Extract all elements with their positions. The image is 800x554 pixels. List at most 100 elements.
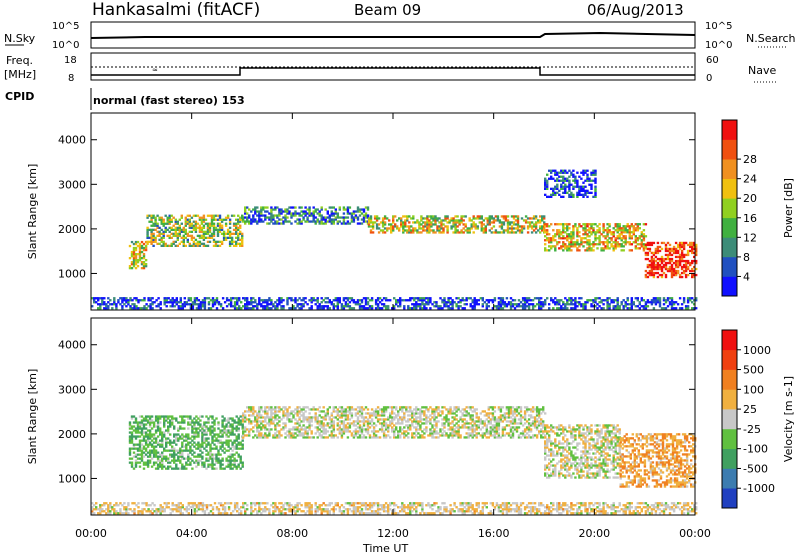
echo-cell [556, 506, 559, 509]
echo-cell [401, 502, 404, 505]
echo-cell [179, 447, 182, 450]
echo-cell [278, 510, 281, 513]
echo-cell [400, 221, 403, 224]
echo-cell [338, 301, 341, 304]
echo-cell [501, 303, 505, 306]
echo-cell [412, 221, 415, 224]
echo-cell [419, 303, 422, 306]
echo-cell [95, 506, 98, 509]
echo-cell [358, 299, 362, 302]
echo-cell [447, 301, 450, 304]
echo-cell [170, 244, 173, 247]
echo-cell [572, 299, 575, 302]
echo-cell [127, 303, 130, 306]
echo-cell [237, 453, 240, 456]
echo-cell [211, 508, 215, 511]
echo-cell [150, 421, 154, 424]
echo-cell [239, 443, 242, 446]
echo-cell [168, 222, 171, 225]
echo-cell [546, 181, 549, 184]
echo-cell [171, 415, 174, 418]
echo-cell [244, 305, 247, 308]
echo-cell [136, 259, 140, 262]
echo-cell [403, 299, 406, 302]
echo-cell [133, 510, 136, 513]
echo-cell [231, 510, 235, 513]
echo-cell [642, 233, 646, 236]
echo-cell [174, 218, 177, 221]
echo-cell [229, 439, 232, 442]
echo-cell [590, 231, 593, 234]
echo-cell [342, 218, 346, 221]
echo-cell [632, 231, 635, 234]
echo-cell [504, 215, 508, 218]
echo-cell [228, 226, 232, 229]
echo-cell [533, 508, 537, 511]
echo-cell [672, 303, 676, 306]
echo-cell [584, 223, 587, 226]
echo-cell [478, 221, 481, 224]
echo-cell [167, 441, 170, 444]
echo-cell [558, 189, 561, 192]
echo-cell [562, 508, 565, 511]
echo-cell [254, 210, 257, 213]
echo-cell [461, 512, 464, 515]
echo-cell [538, 299, 541, 302]
echo-cell [144, 447, 148, 450]
echo-cell [207, 451, 210, 454]
echo-cell [107, 508, 110, 511]
echo-cell [229, 461, 232, 464]
echo-cell [346, 210, 350, 213]
echo-cell [211, 463, 214, 466]
echo-cell [660, 247, 664, 251]
echo-cell [628, 243, 631, 246]
echo-cell [231, 423, 234, 426]
echo-cell [433, 301, 436, 304]
echo-cell [682, 259, 686, 263]
echo-cell [572, 508, 575, 511]
echo-cell [336, 220, 339, 223]
echo-cell [314, 222, 317, 225]
echo-cell [217, 451, 220, 454]
echo-cell [194, 238, 198, 241]
echo-cell [668, 267, 672, 271]
echo-cell [442, 227, 445, 230]
echo-cell [440, 221, 443, 224]
echo-cell [616, 225, 619, 228]
echo-cell [413, 299, 416, 302]
echo-cell [209, 455, 212, 458]
cpid-text: normal (fast stereo) 153 [93, 94, 245, 107]
echo-cell [185, 443, 188, 446]
echo-cell [149, 305, 152, 308]
echo-cell [334, 212, 337, 215]
echo-cell [132, 435, 136, 438]
echo-cell [686, 267, 690, 271]
echo-cell [138, 246, 142, 250]
echo-cell [520, 229, 524, 232]
echo-cell [197, 508, 201, 511]
echo-cell [612, 235, 615, 238]
echo-cell [526, 221, 530, 224]
echo-cell [199, 429, 202, 432]
echo-cell [594, 179, 597, 182]
echo-cell [178, 242, 181, 245]
echo-cell [181, 305, 184, 308]
echo-cell [156, 234, 159, 237]
echo-cell [152, 425, 156, 428]
echo-cell [568, 223, 571, 226]
echo-cell [415, 301, 418, 304]
echo-cell [177, 449, 180, 452]
echo-cell [203, 433, 206, 436]
echo-cell [624, 510, 627, 513]
echo-cell [608, 229, 611, 232]
echo-cell [689, 269, 692, 273]
echo-cell [612, 241, 615, 244]
echo-cell [586, 299, 589, 302]
echo-cell [471, 299, 474, 302]
echo-cell [480, 227, 483, 230]
echo-cell [686, 299, 690, 302]
echo-cell [314, 510, 317, 513]
echo-cell [391, 307, 394, 310]
echo-cell [150, 218, 153, 221]
echo-cell [423, 305, 426, 308]
